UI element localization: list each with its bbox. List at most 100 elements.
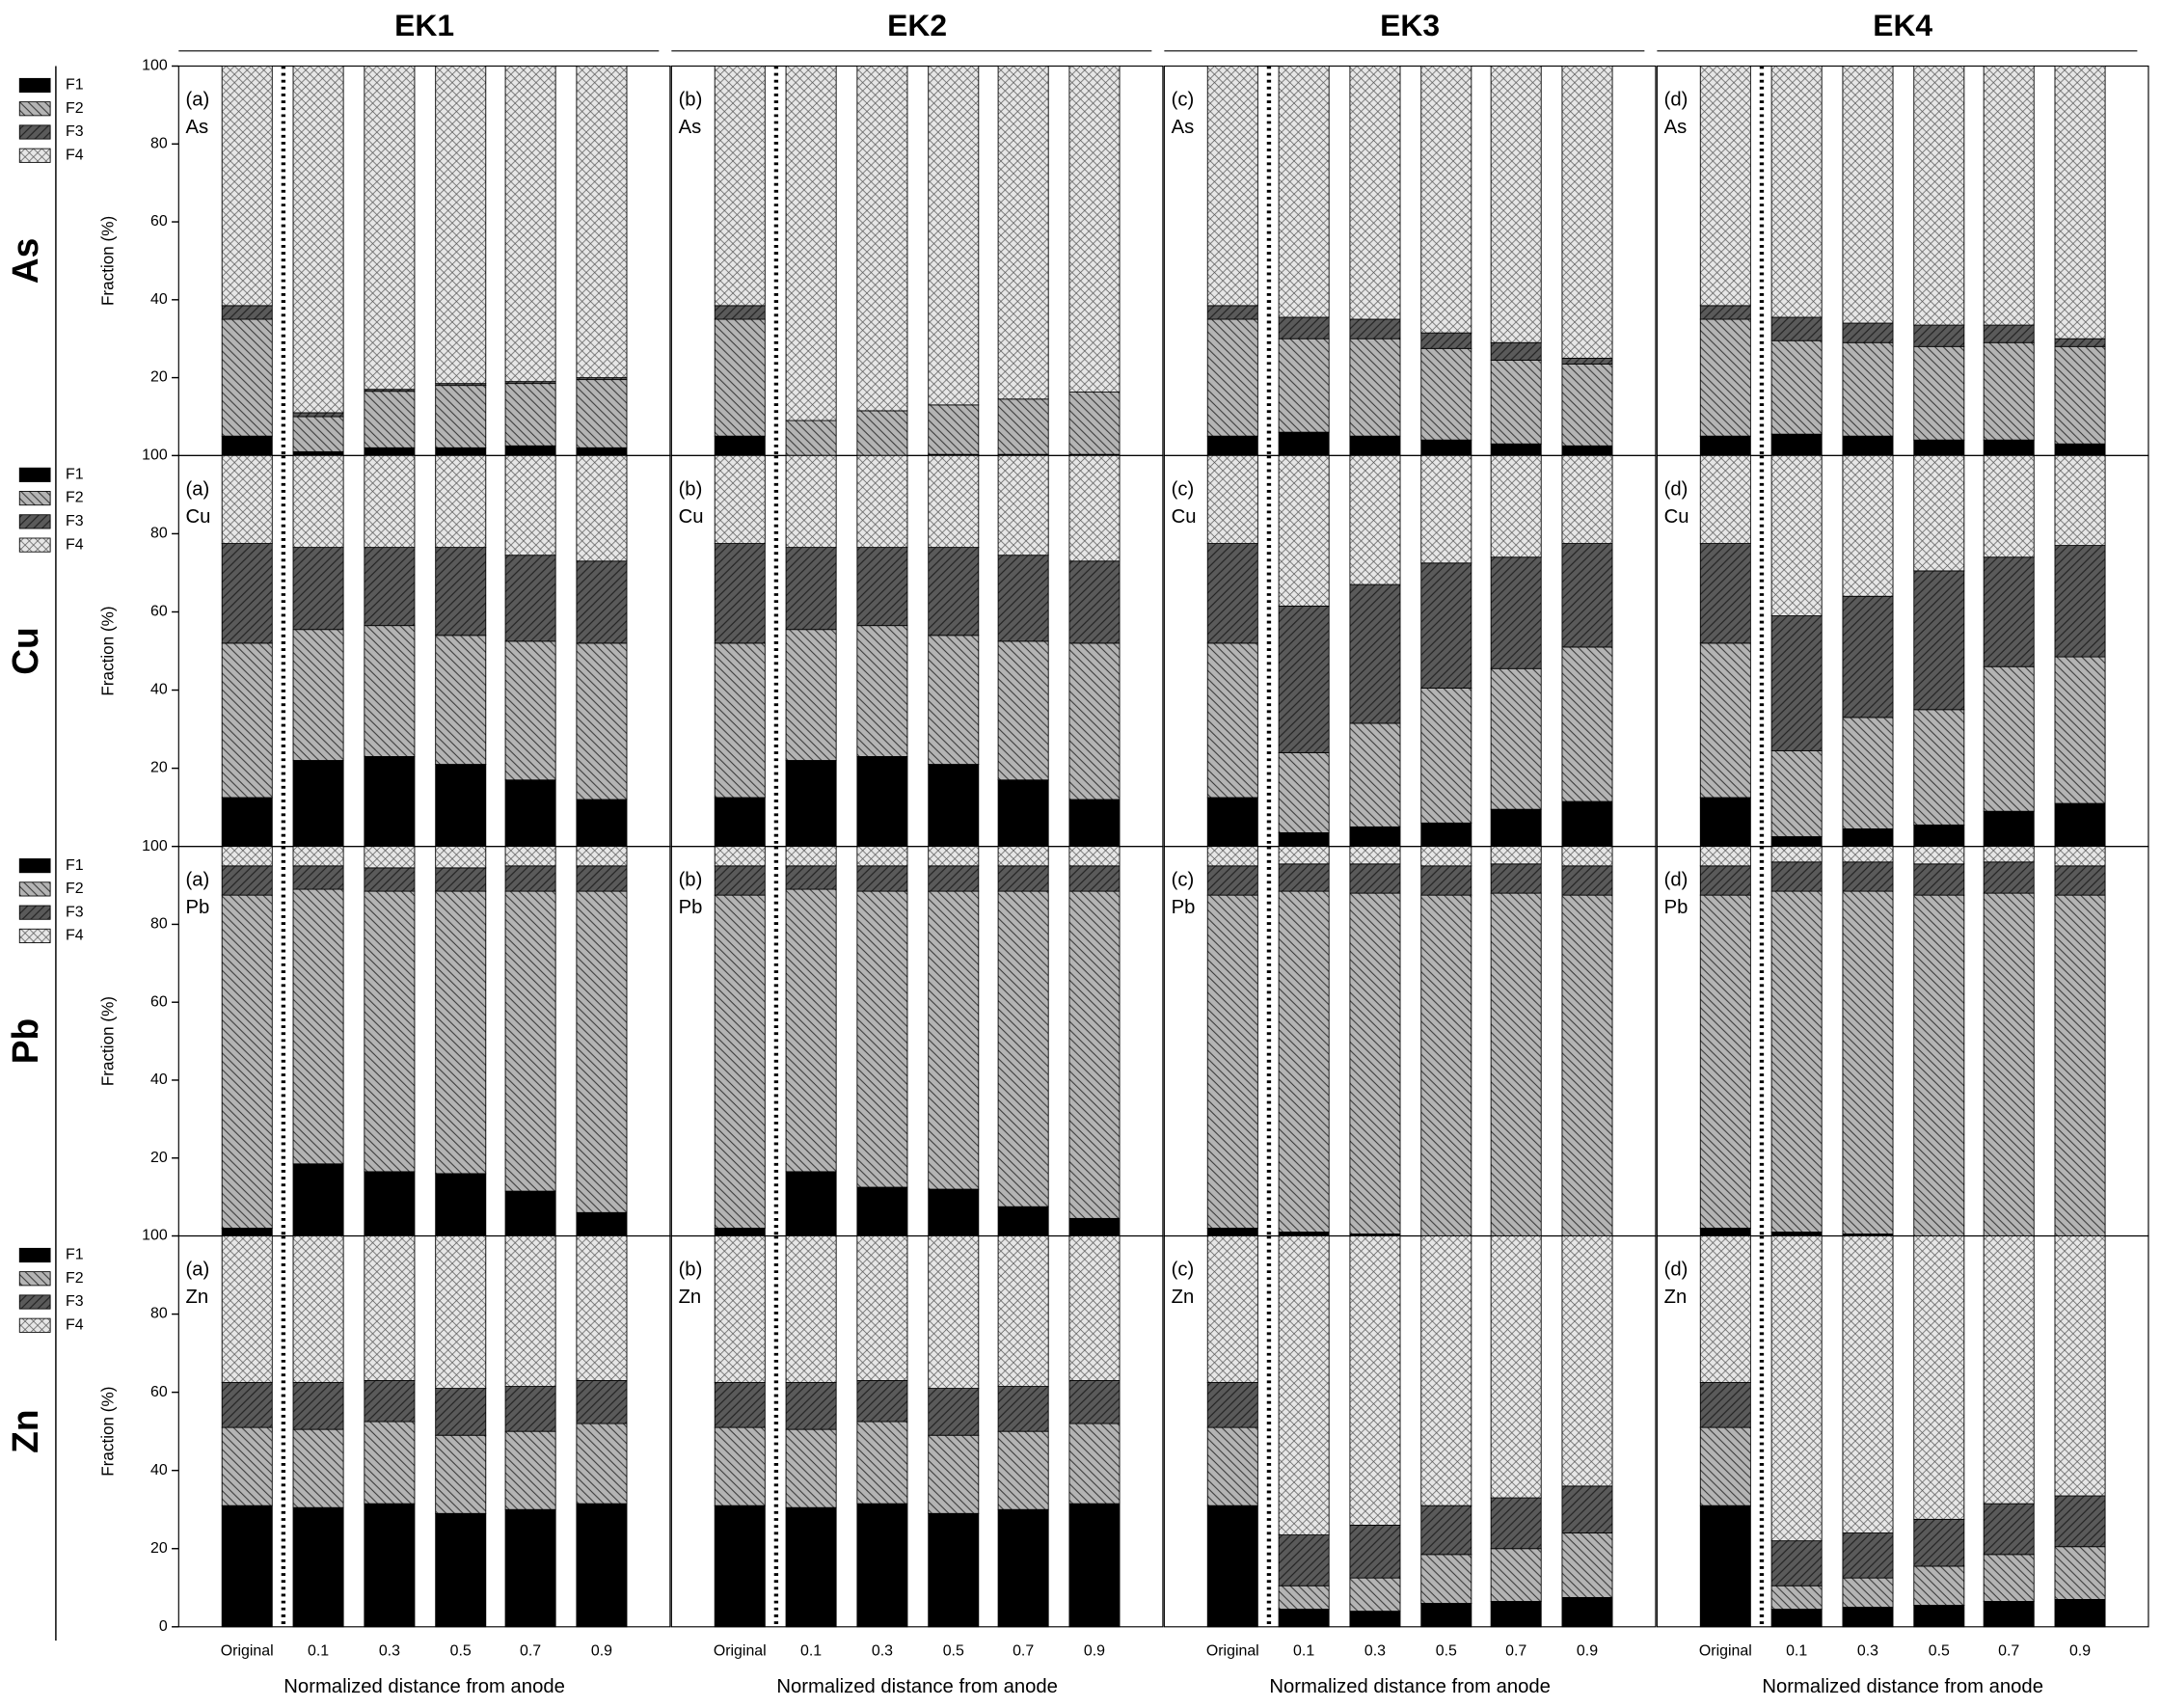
- bar-segment: [1278, 751, 1330, 833]
- bar-segment: [785, 547, 837, 631]
- bar-segment: [928, 454, 980, 549]
- x-tick-label: Original: [714, 1643, 767, 1660]
- bar-segment: [1842, 435, 1894, 456]
- bar-segment: [856, 756, 908, 848]
- y-axis-label: Fraction (%): [97, 1387, 117, 1477]
- bar-segment: [1842, 454, 1894, 597]
- bar-segment: [1913, 1235, 1965, 1520]
- y-tick-label: 40: [150, 682, 168, 698]
- bar-segment: [856, 1421, 908, 1505]
- panel-label: (d): [1664, 870, 1688, 891]
- bar-segment: [1206, 66, 1258, 307]
- bar-segment: [1490, 1497, 1542, 1550]
- x-tick-label: 0.1: [800, 1643, 822, 1660]
- bar-segment: [364, 846, 416, 869]
- legend-swatch: [18, 905, 51, 920]
- bar-segment: [1068, 66, 1121, 393]
- bar-segment: [1490, 359, 1542, 445]
- bar-segment: [1699, 797, 1751, 848]
- legend-swatch: [18, 491, 51, 506]
- bar-segment: [714, 846, 766, 867]
- bar-segment: [1068, 1217, 1121, 1236]
- bar-segment: [1770, 615, 1823, 751]
- bar-segment: [714, 894, 766, 1229]
- bar-segment: [1206, 894, 1258, 1229]
- bar-segment: [1561, 66, 1613, 359]
- x-tick-label: Original: [1699, 1643, 1752, 1660]
- bar-segment: [1490, 443, 1542, 456]
- bar-segment: [1420, 1603, 1472, 1628]
- bar-segment: [1420, 865, 1472, 896]
- y-tick-label: 100: [142, 1228, 168, 1244]
- row-label: Pb: [5, 1018, 45, 1064]
- panel-label: (c): [1172, 1260, 1195, 1281]
- bar-segment: [1770, 1585, 1823, 1610]
- bar-segment: [785, 1382, 837, 1430]
- bar-segment: [997, 1430, 1049, 1510]
- bar-segment: [1983, 861, 2035, 894]
- bar-segment: [1349, 892, 1401, 1234]
- bar-segment: [1349, 454, 1401, 585]
- bar-segment: [714, 1505, 766, 1628]
- legend-label: F1: [66, 77, 84, 94]
- bar-segment: [221, 894, 273, 1229]
- bar-segment: [1770, 339, 1823, 435]
- bar-segment: [1068, 1380, 1121, 1424]
- bar-segment: [364, 1235, 416, 1381]
- bar-segment: [1349, 318, 1401, 339]
- bar-segment: [504, 445, 556, 456]
- bar-segment: [1983, 66, 2035, 326]
- panel-label: (d): [1664, 1260, 1688, 1281]
- bar-segment: [1983, 556, 2035, 667]
- bar-segment: [714, 318, 766, 437]
- bar-segment: [1420, 66, 1472, 334]
- bar-segment: [928, 1235, 980, 1390]
- bar-segment: [221, 318, 273, 437]
- x-tick-label: 0.7: [520, 1643, 541, 1660]
- bar-segment: [1490, 556, 1542, 669]
- bar-segment: [1983, 1601, 2035, 1628]
- bar-segment: [2054, 656, 2106, 804]
- bar-segment: [1842, 1532, 1894, 1579]
- bar-segment: [2054, 345, 2106, 445]
- y-tick-label: 40: [150, 1462, 168, 1478]
- bar-segment: [292, 412, 344, 418]
- legend-label: F4: [66, 147, 84, 163]
- bar-segment: [292, 760, 344, 848]
- panel-metal: Pb: [186, 897, 210, 918]
- x-tick-label: 0.5: [450, 1643, 472, 1660]
- panel-metal: As: [186, 117, 209, 138]
- bar-segment: [1842, 827, 1894, 848]
- bar-segment: [1420, 454, 1472, 564]
- bar-segment: [1349, 1235, 1401, 1526]
- bar-segment: [856, 454, 908, 549]
- bar-segment: [1770, 66, 1823, 318]
- bar-segment: [2054, 1495, 2106, 1548]
- bar-segment: [1699, 865, 1751, 896]
- bar-segment: [1770, 433, 1823, 456]
- bar-segment: [576, 890, 628, 1213]
- bar-segment: [1842, 341, 1894, 437]
- bar-segment: [1561, 364, 1613, 447]
- bar-segment: [856, 547, 908, 627]
- bar-segment: [1561, 865, 1613, 896]
- bar-segment: [1349, 583, 1401, 724]
- bar-segment: [1842, 322, 1894, 343]
- bar-segment: [928, 1512, 980, 1628]
- column-title: EK3: [1380, 8, 1440, 42]
- panel-frame: [177, 1234, 671, 1628]
- legend-swatch: [18, 537, 51, 553]
- y-tick-label: 80: [150, 916, 168, 933]
- legend-swatch: [18, 77, 51, 94]
- x-tick-label: 0.3: [379, 1643, 400, 1660]
- bar-segment: [1983, 341, 2035, 441]
- bar-segment: [292, 888, 344, 1165]
- panel-metal: Cu: [1172, 506, 1197, 528]
- bar-segment: [576, 865, 628, 892]
- x-tick-label: 0.5: [943, 1643, 964, 1660]
- bar-segment: [2054, 802, 2106, 848]
- bar-segment: [928, 764, 980, 848]
- bar-segment: [785, 865, 837, 890]
- bar-segment: [1490, 1601, 1542, 1628]
- legend-swatch: [18, 1294, 51, 1310]
